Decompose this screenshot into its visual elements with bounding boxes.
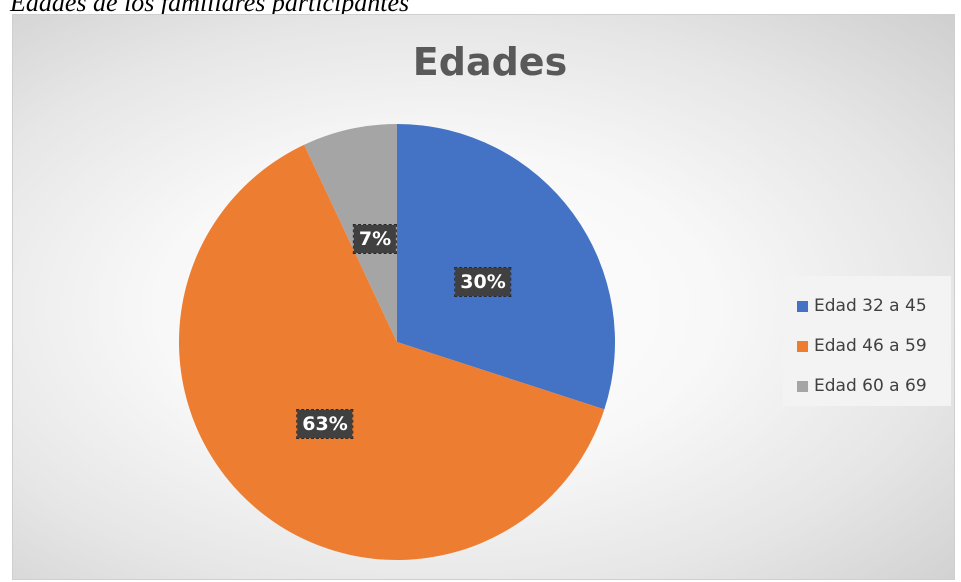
data-label-edad-60-69: 7% [352,224,398,254]
legend[interactable]: Edad 32 a 45 Edad 46 a 59 Edad 60 a 69 [783,276,951,406]
legend-label-edad-60-69: Edad 60 a 69 [814,376,927,396]
legend-item-edad-60-69[interactable]: Edad 60 a 69 [797,366,951,406]
legend-swatch-edad-46-59 [797,340,808,352]
chart-title: Edades [412,40,568,84]
pie-slice-edad-46-59[interactable] [178,144,605,561]
legend-swatch-edad-32-45 [797,300,808,312]
data-label-edad-46-59: 63% [296,409,354,439]
legend-item-edad-32-45[interactable]: Edad 32 a 45 [797,286,951,326]
pie-slice-edad-32-45[interactable] [397,124,616,410]
pie-slice-edad-60-69[interactable] [304,124,397,342]
legend-label-edad-32-45: Edad 32 a 45 [814,296,927,316]
legend-item-edad-46-59[interactable]: Edad 46 a 59 [797,326,951,366]
figure-caption: Edades de los familiares participantes [10,0,410,17]
legend-label-edad-46-59: Edad 46 a 59 [814,336,927,356]
data-label-edad-32-45: 30% [454,267,512,297]
legend-swatch-edad-60-69 [797,380,808,392]
